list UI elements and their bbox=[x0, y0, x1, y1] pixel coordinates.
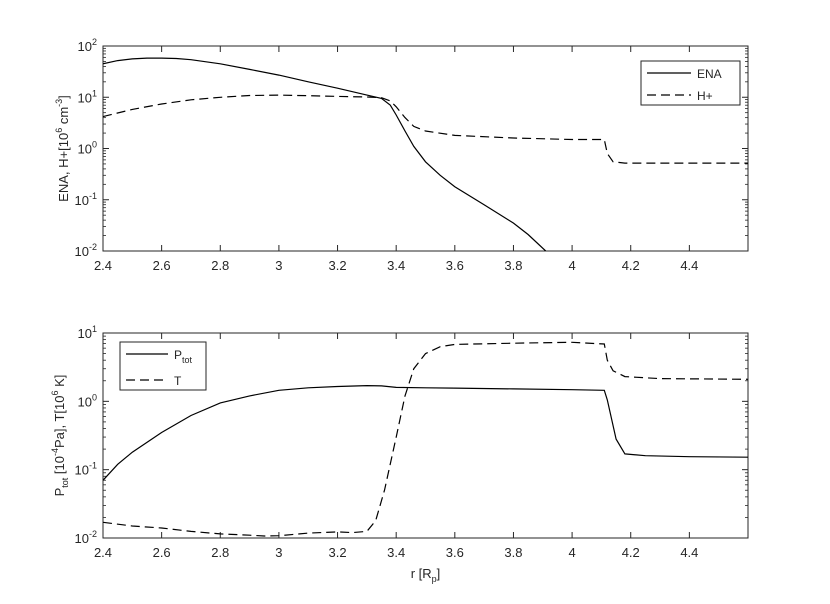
x-tick-label: 3.6 bbox=[446, 258, 464, 273]
legend-label: H+ bbox=[697, 89, 713, 103]
x-tick-label: 4.2 bbox=[622, 545, 640, 560]
x-tick-label: 2.4 bbox=[94, 258, 112, 273]
x-tick-label: 2.6 bbox=[153, 545, 171, 560]
legend-label: ENA bbox=[697, 67, 722, 81]
axes-box bbox=[102, 332, 749, 539]
series-hplus-line bbox=[103, 94, 748, 164]
y-axis-label: Ptot [10-4Pa], T[106 K] bbox=[50, 375, 70, 497]
x-tick-label: 3.8 bbox=[504, 545, 522, 560]
x-axis-label: r [Rp] bbox=[411, 566, 441, 584]
y-axis-label: ENA, H+[106 cm-3] bbox=[54, 95, 71, 202]
y-tick-label: 102 bbox=[78, 37, 97, 54]
upper-plot: 2.4 2.6 2.8 3 3.2 3.4 3.6 3.8 4 4.2 4.4 10-2 10-1 100… bbox=[54, 37, 749, 273]
x-tick-label: 2.8 bbox=[211, 545, 229, 560]
x-tick-label: 3.8 bbox=[504, 258, 522, 273]
x-tick-label: 3.6 bbox=[446, 545, 464, 560]
lower-plot: 2.4 2.6 2.8 3 3.2 3.4 3.6 3.8 4 4.2 4.4 10-2 10-1 100… bbox=[50, 324, 749, 584]
legend-box bbox=[640, 60, 741, 106]
legend-box bbox=[119, 341, 207, 391]
legend-label: Ptot bbox=[174, 348, 193, 365]
x-tick-label: 3.4 bbox=[387, 258, 405, 273]
x-tick-label: 4 bbox=[568, 258, 575, 273]
x-tick-label: 2.4 bbox=[94, 545, 112, 560]
series-ena-line bbox=[103, 57, 547, 251]
x-tick-label: 3.2 bbox=[329, 545, 347, 560]
x-tick-label: 3.2 bbox=[329, 258, 347, 273]
x-tick-label: 2.6 bbox=[153, 258, 171, 273]
x-tick-label: 3.4 bbox=[387, 545, 405, 560]
legend-label: T bbox=[174, 374, 182, 388]
x-tick-label: 4.4 bbox=[680, 258, 698, 273]
y-tick-label: 101 bbox=[78, 88, 97, 105]
y-tick-label: 101 bbox=[78, 324, 97, 341]
y-tick-label: 10-1 bbox=[75, 461, 97, 478]
y-tick-label: 10-2 bbox=[75, 529, 97, 546]
x-tick-label: 2.8 bbox=[211, 258, 229, 273]
y-tick-label: 10-2 bbox=[75, 242, 97, 259]
x-tick-label: 3 bbox=[275, 258, 282, 273]
series-t-line bbox=[103, 341, 748, 537]
x-tick-label: 4 bbox=[568, 545, 575, 560]
series-ptot-line bbox=[103, 384, 748, 481]
y-tick-label: 100 bbox=[78, 140, 97, 157]
x-tick-label: 3 bbox=[275, 545, 282, 560]
x-tick-label: 4.4 bbox=[680, 545, 698, 560]
y-tick-label: 100 bbox=[78, 392, 97, 409]
x-tick-label: 4.2 bbox=[622, 258, 640, 273]
y-tick-label: 10-1 bbox=[75, 191, 97, 208]
